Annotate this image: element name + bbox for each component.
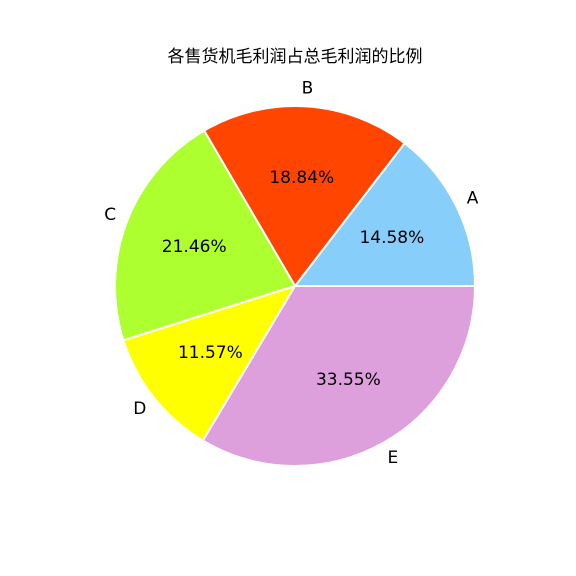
slice-label-a: A: [467, 188, 479, 208]
slice-label-c: C: [104, 205, 116, 225]
pie-slice-a: [292, 141, 477, 287]
pie-slice-e: [201, 285, 477, 467]
pie-labels: A 14.58% B 18.84% C 21.46% D 11.57% E 33.55%: [104, 78, 478, 468]
slice-label-e: E: [387, 448, 398, 468]
chart-title: 各售货机毛利润占总毛利润的比例: [168, 47, 423, 67]
pct-label-e: 33.55%: [316, 370, 381, 390]
slice-label-b: B: [302, 78, 314, 98]
pie-slice-d: [122, 284, 298, 443]
pct-label-b: 18.84%: [269, 168, 334, 188]
pct-label-a: 14.58%: [359, 228, 424, 248]
pct-label-c: 21.46%: [162, 237, 227, 257]
pie-slice-c: [114, 129, 297, 342]
pie-slices: [114, 105, 477, 467]
slice-label-d: D: [133, 399, 146, 419]
pct-label-d: 11.57%: [178, 343, 243, 363]
pie-slice-b: [202, 105, 407, 288]
